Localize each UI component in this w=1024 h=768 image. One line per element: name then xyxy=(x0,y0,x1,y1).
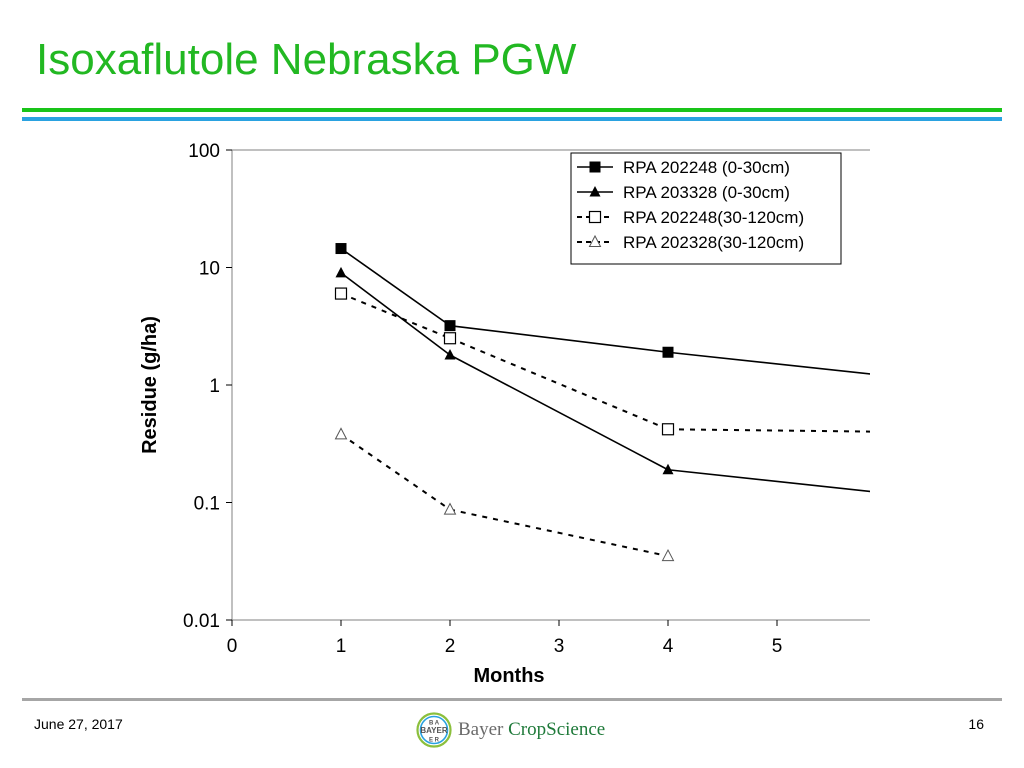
series-2-point xyxy=(662,463,674,475)
logo-product: CropScience xyxy=(508,719,606,740)
series-1-line-segment xyxy=(340,247,451,327)
series-3-point xyxy=(443,332,457,345)
series-4-point xyxy=(443,502,457,515)
series-1-point xyxy=(662,346,674,358)
legend-box xyxy=(570,152,842,265)
series-3-line-segment xyxy=(667,428,870,433)
legend-marker xyxy=(589,161,601,173)
y-axis-title: Residue (g/ha) xyxy=(139,316,161,454)
legend-marker xyxy=(588,210,602,224)
slide-title: Isoxaflutole Nebraska PGW xyxy=(36,35,577,84)
series-1-line-segment xyxy=(449,324,669,354)
series-4-line-segment xyxy=(340,433,451,511)
series-1-point xyxy=(444,320,456,332)
footer-date: June 27, 2017 xyxy=(34,716,123,732)
residue-line-chart: 0.010.11101000123456MonthsResidue (g/ha)… xyxy=(139,141,870,687)
logo-wordmark: Bayer CropScience xyxy=(458,719,605,741)
series-3-line-segment xyxy=(449,337,669,431)
title-underline-blue xyxy=(22,117,1002,121)
series-2-line-segment xyxy=(667,468,870,493)
series-2-line-segment xyxy=(449,354,669,471)
series-3-line-segment xyxy=(340,292,451,340)
footer-divider xyxy=(22,698,1002,701)
logo-brand: Bayer xyxy=(458,719,504,740)
series-4-point xyxy=(661,548,675,562)
y-tick-label: 0.01 xyxy=(183,611,220,632)
series-3-point xyxy=(334,287,348,300)
y-tick-label: 1 xyxy=(209,376,220,397)
legend-marker xyxy=(589,186,601,197)
svg-text:E R: E R xyxy=(429,738,440,744)
series-2-point xyxy=(335,266,347,278)
svg-text:BAYER: BAYER xyxy=(420,726,447,735)
series-1-point xyxy=(335,243,347,255)
legend-entry-label: RPA 202248 (0-30cm) xyxy=(623,158,790,177)
series-4-line-segment xyxy=(449,508,669,558)
bayer-cross-logo-icon: BAYER B A E R xyxy=(416,712,452,748)
bayer-cropscience-logo: BAYER B A E R Bayer CropScience xyxy=(416,712,605,748)
series-1-line-segment xyxy=(667,351,870,375)
series-2-point xyxy=(444,349,456,360)
x-tick-label: 2 xyxy=(445,636,456,657)
series-3-point xyxy=(661,423,675,436)
page-number: 16 xyxy=(968,716,984,732)
legend-entry-label: RPA 202248(30-120cm) xyxy=(623,208,804,227)
title-underline-green xyxy=(22,108,1002,112)
x-tick-label: 1 xyxy=(336,636,347,657)
y-tick-label: 10 xyxy=(199,259,220,280)
legend-entry-label: RPA 203328 (0-30cm) xyxy=(623,183,790,202)
x-tick-label: 4 xyxy=(663,636,674,657)
x-tick-label: 3 xyxy=(554,636,565,657)
x-tick-label: 0 xyxy=(227,636,238,657)
x-tick-label: 5 xyxy=(772,636,783,657)
legend-marker xyxy=(588,234,602,247)
x-axis-title: Months xyxy=(473,665,544,687)
svg-text:B A: B A xyxy=(429,721,440,727)
legend-entry-label: RPA 202328(30-120cm) xyxy=(623,233,804,252)
y-tick-label: 100 xyxy=(188,141,220,162)
series-4-point xyxy=(334,427,348,440)
y-tick-label: 0.1 xyxy=(194,494,220,515)
series-2-line-segment xyxy=(340,272,451,356)
